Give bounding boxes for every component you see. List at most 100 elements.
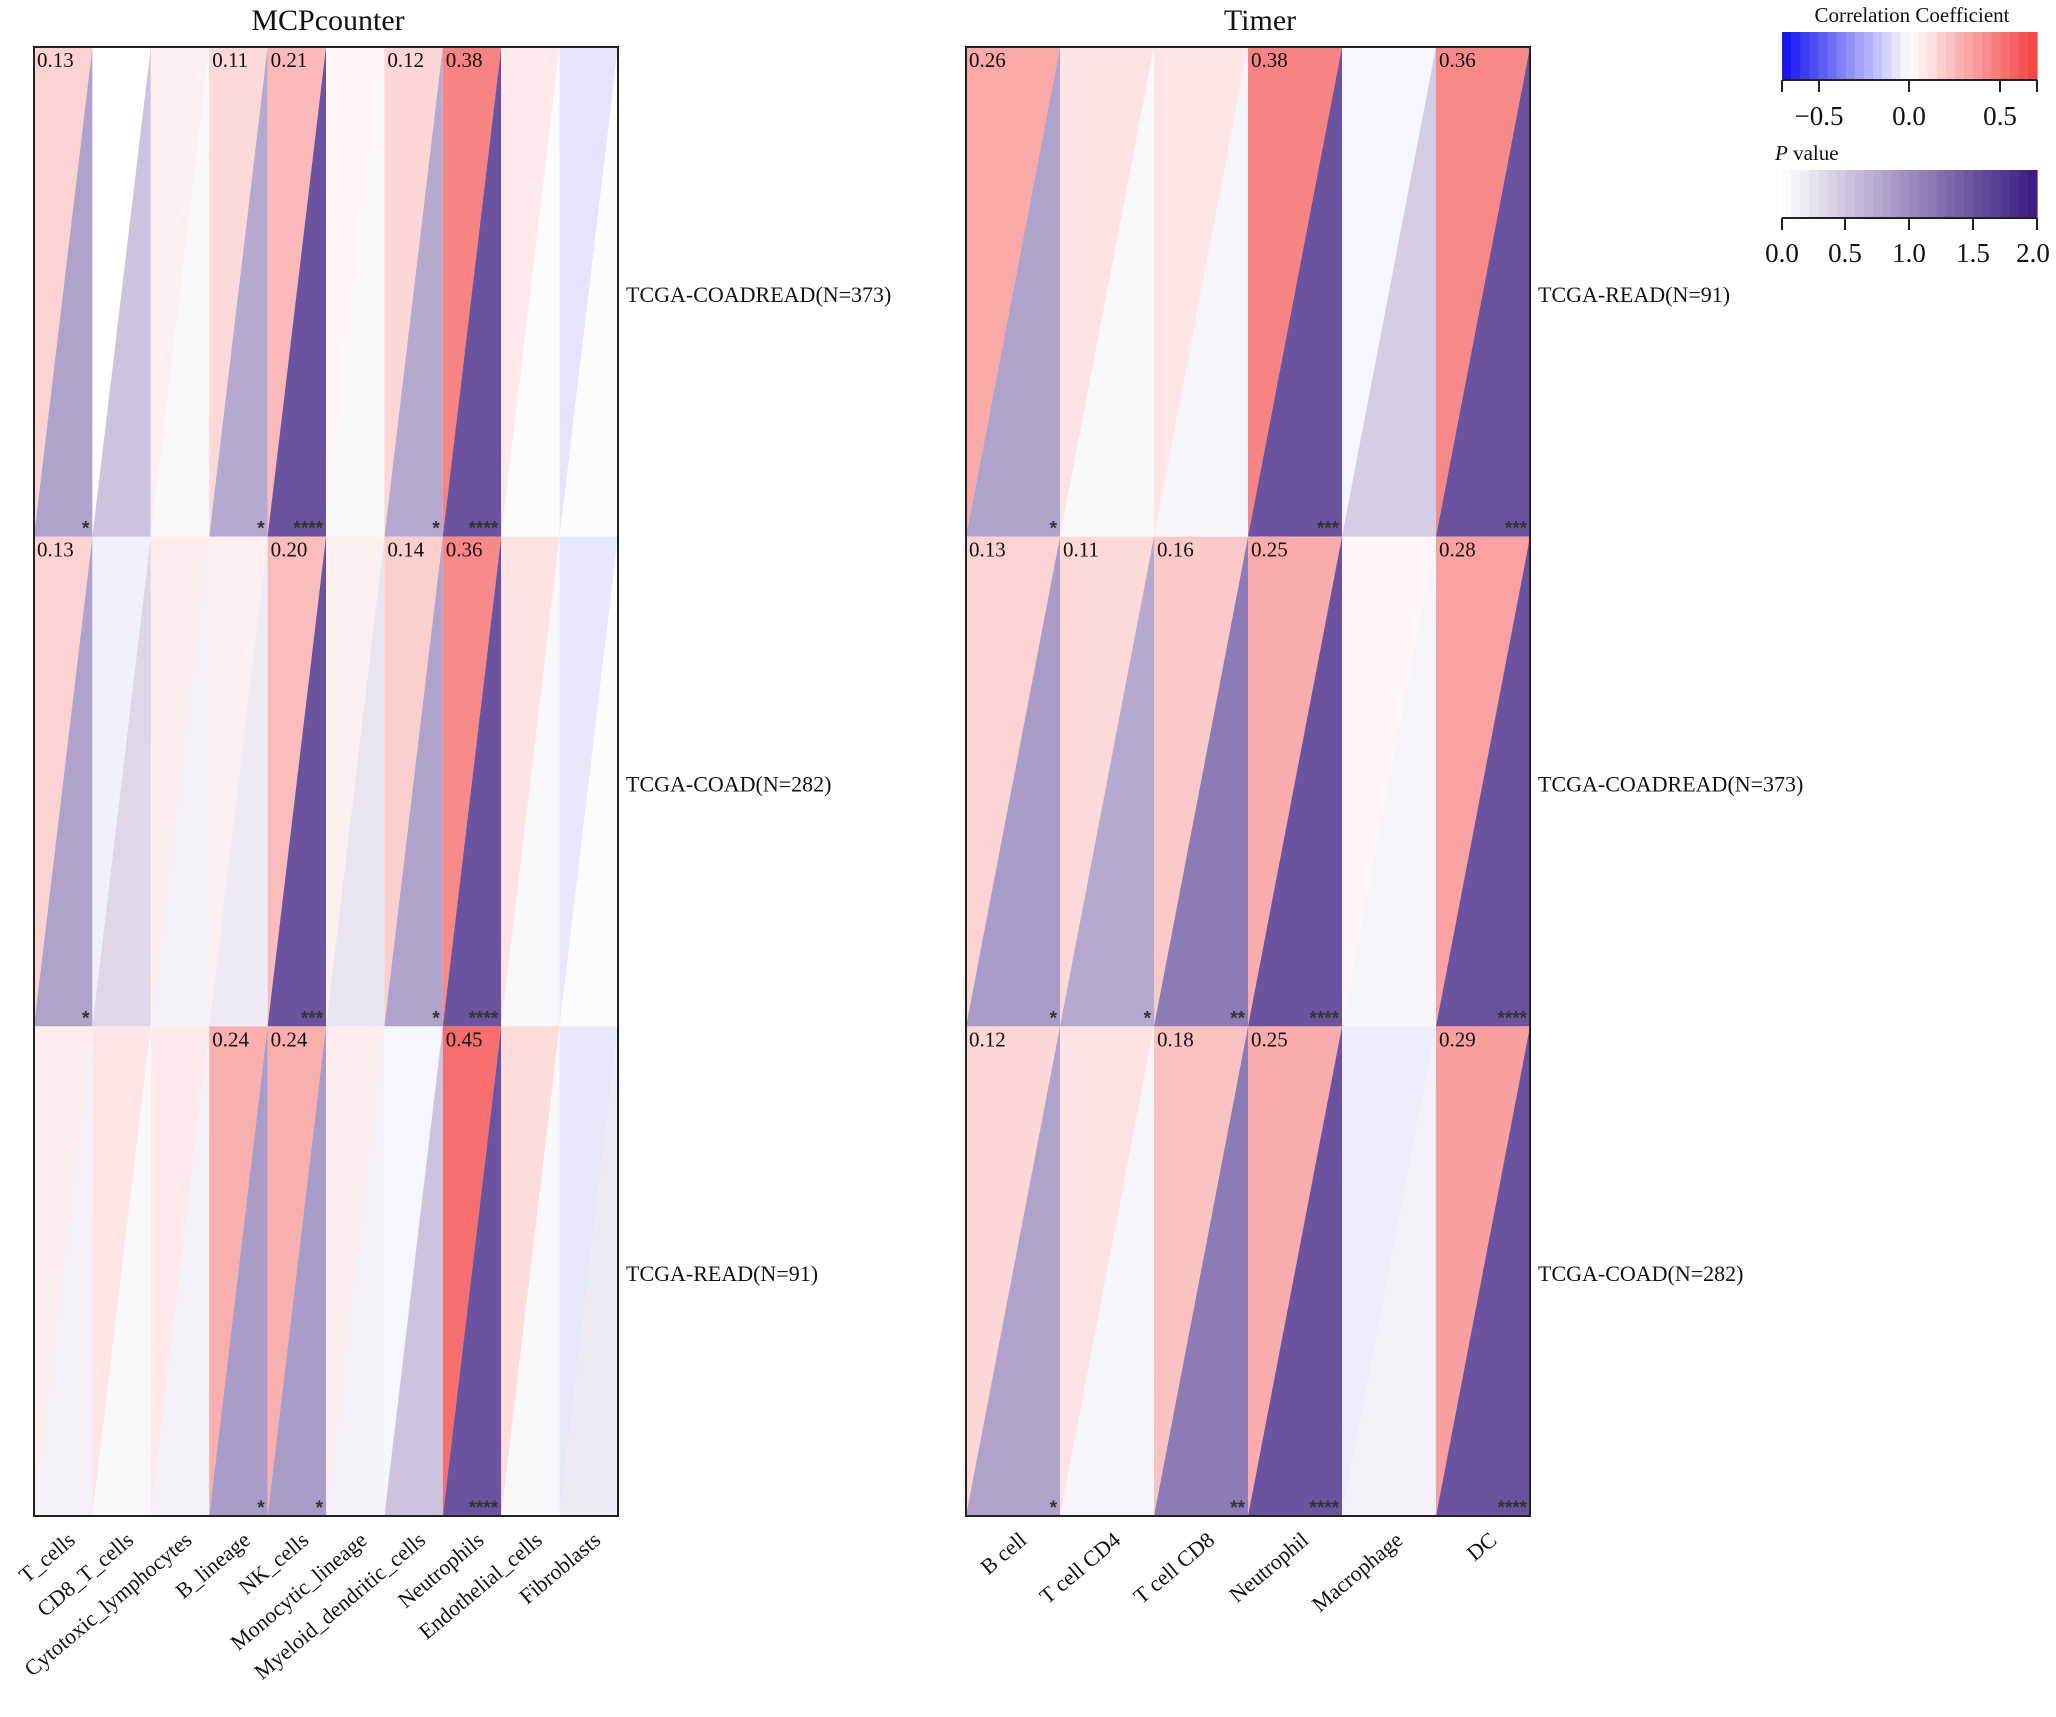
colorbar-step [1791, 170, 1801, 218]
colorbar-step [1836, 170, 1847, 218]
pvalue-triangle [150, 536, 210, 1027]
pvalue-legend-title-rest: value [1788, 141, 1839, 165]
colorbar-step [1863, 170, 1874, 218]
heatmap-row: 0.13 * 0.11 * 0.16 ** 0.25 **** 0.28 **** [966, 536, 1530, 1029]
pvalue-triangle [150, 47, 210, 537]
column-label: T cell CD8 [1129, 1527, 1220, 1609]
colorbar-step [1891, 170, 1901, 218]
colorbar-step [1964, 32, 1974, 80]
colorbar-step [1845, 170, 1856, 218]
correlation-triangle [267, 47, 326, 537]
correlation-triangle [1342, 1026, 1436, 1516]
pvalue-legend-title: P value [1774, 141, 1839, 165]
pvalue-triangle [1342, 1026, 1436, 1516]
pvalue-triangle [966, 536, 1060, 1027]
correlation-value-label: 0.24 [271, 1027, 308, 1051]
pvalue-triangle [1154, 1026, 1248, 1516]
correlation-colorbar [1782, 32, 2038, 80]
correlation-triangle [966, 1026, 1060, 1516]
significance-stars: * [257, 519, 265, 540]
column-label: B cell [975, 1527, 1031, 1580]
significance-stars: **** [293, 519, 323, 540]
pvalue-triangle [559, 47, 618, 537]
significance-stars: *** [301, 1008, 324, 1029]
pvalue-tick-label: 0.0 [1765, 238, 1799, 268]
colorbar-step [1991, 170, 2002, 218]
colorbar-step [1982, 32, 1993, 80]
colorbar-step [1927, 32, 1938, 80]
colorbar-step [1854, 32, 1865, 80]
pvalue-tick-label: 1.0 [1892, 238, 1926, 268]
colorbar-step [1964, 170, 1974, 218]
colorbar-step [2000, 32, 2011, 80]
colorbar-step [1909, 170, 1920, 218]
correlation-value-label: 0.28 [1439, 538, 1476, 562]
heatmap-row: 0.26 * 0.38 *** 0.36 *** [966, 47, 1530, 540]
correlation-triangle [150, 1026, 210, 1516]
correlation-triangle [442, 1026, 502, 1516]
significance-stars: **** [469, 519, 499, 540]
pvalue-triangle [326, 47, 385, 537]
correlation-triangle [326, 1026, 385, 1516]
pvalue-triangle [1060, 47, 1154, 537]
correlation-value-label: 0.25 [1251, 538, 1288, 562]
significance-stars: * [1050, 1498, 1058, 1519]
correlation-triangle [442, 536, 502, 1027]
correlation-value-label: 0.24 [212, 1027, 249, 1051]
row-label: TCGA-COAD(N=282) [626, 771, 832, 796]
significance-stars: * [432, 519, 440, 540]
pvalue-triangle [442, 536, 502, 1027]
correlation-triangle [384, 47, 443, 537]
pvalue-triangle [1436, 536, 1530, 1027]
significance-stars: **** [1497, 1498, 1527, 1519]
heatmap-row: 0.13 * 0.11 * 0.21 **** 0.12 * 0.38 **** [34, 47, 618, 540]
pvalue-tick-label: 0.5 [1828, 238, 1862, 268]
significance-stars: * [1144, 1008, 1152, 1029]
pvalue-triangle [384, 47, 443, 537]
colorbar-step [1845, 32, 1856, 80]
correlation-value-label: 0.14 [387, 538, 424, 562]
pvalue-triangle [267, 47, 326, 537]
pvalue-triangle [92, 1026, 151, 1516]
pvalue-triangle [1248, 536, 1342, 1027]
significance-stars: * [82, 519, 90, 540]
correlation-value-label: 0.36 [446, 538, 483, 562]
colorbar-step [1973, 170, 1983, 218]
correlation-triangle [1060, 536, 1154, 1027]
correlation-value-label: 0.25 [1251, 1027, 1288, 1051]
colorbar-step [2027, 170, 2038, 218]
pvalue-triangle [34, 536, 93, 1027]
correlation-triangle [559, 536, 618, 1027]
correlation-value-label: 0.18 [1157, 1027, 1194, 1051]
pvalue-triangle [442, 1026, 502, 1516]
significance-stars: * [1050, 1008, 1058, 1029]
correlation-triangle [1436, 536, 1530, 1027]
correlation-triangle [1154, 536, 1248, 1027]
pvalue-triangle [966, 47, 1060, 537]
colorbar-step [2018, 32, 2029, 80]
colorbar-step [1863, 32, 1874, 80]
correlation-triangle [326, 47, 385, 537]
correlation-triangle [1060, 1026, 1154, 1516]
colorbar-step [1873, 170, 1883, 218]
heatmap-frame [965, 46, 1531, 1517]
correlation-triangle [559, 1026, 618, 1516]
correlation-triangle [384, 1026, 443, 1516]
pvalue-triangle [501, 47, 560, 537]
correlation-triangle [92, 47, 151, 537]
pvalue-triangle [1248, 47, 1342, 537]
colorbar-step [2009, 32, 2020, 80]
pvalue-triangle [384, 1026, 443, 1516]
pvalue-triangle [326, 1026, 385, 1516]
pvalue-triangle [384, 536, 443, 1027]
correlation-triangle [267, 1026, 326, 1516]
correlation-triangle [267, 536, 326, 1027]
pvalue-triangle [209, 1026, 268, 1516]
row-label: TCGA-COAD(N=282) [1538, 1261, 1744, 1286]
colorbar-step [1900, 32, 1911, 80]
colorbar-step [1945, 170, 1956, 218]
pvalue-triangle [267, 536, 326, 1027]
column-label: Neutrophil [1224, 1527, 1313, 1607]
pvalue-triangle [34, 47, 93, 537]
